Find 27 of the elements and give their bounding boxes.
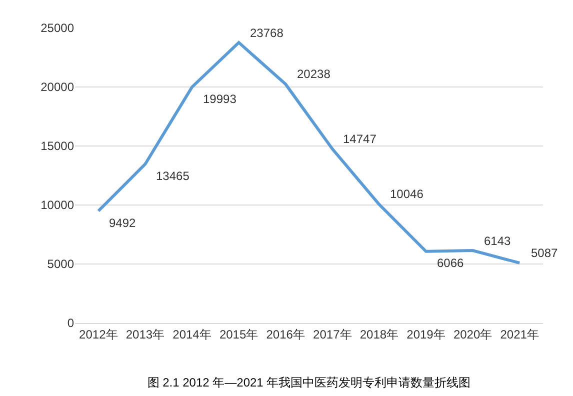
y-tick-label: 25000 xyxy=(40,21,74,36)
x-tick-label: 2015年 xyxy=(219,327,258,342)
data-label: 5087 xyxy=(531,246,558,260)
data-label: 6066 xyxy=(437,256,464,270)
x-tick-label: 2018年 xyxy=(360,327,399,342)
x-tick-label: 2012年 xyxy=(79,327,118,342)
y-tick-label: 20000 xyxy=(40,80,74,94)
data-label: 19993 xyxy=(203,92,237,106)
x-tick-label: 2016年 xyxy=(266,327,305,342)
x-tick-label: 2017年 xyxy=(313,327,352,342)
x-tick-label: 2013年 xyxy=(126,327,165,342)
data-label: 13465 xyxy=(156,169,190,183)
text: 图 2.1 2012 年—2021 年我国中医药发明专利申请数量折线图 xyxy=(147,375,471,390)
data-label: 23768 xyxy=(250,26,284,40)
data-label: 20238 xyxy=(297,67,331,81)
x-tick-label: 2019年 xyxy=(406,327,446,342)
y-tick-label: 5000 xyxy=(47,257,74,272)
x-tick-label: 2014年 xyxy=(172,327,212,342)
data-label: 10046 xyxy=(390,187,424,201)
y-tick-label: 0 xyxy=(67,316,74,330)
x-tick-label: 2021年 xyxy=(500,327,539,342)
x-tick-label: 2020年 xyxy=(453,327,492,342)
y-tick-label: 15000 xyxy=(40,139,74,154)
y-tick-label: 10000 xyxy=(40,198,74,212)
data-label: 9492 xyxy=(109,216,136,230)
data-label: 6143 xyxy=(484,234,512,248)
data-label: 14747 xyxy=(343,132,377,146)
